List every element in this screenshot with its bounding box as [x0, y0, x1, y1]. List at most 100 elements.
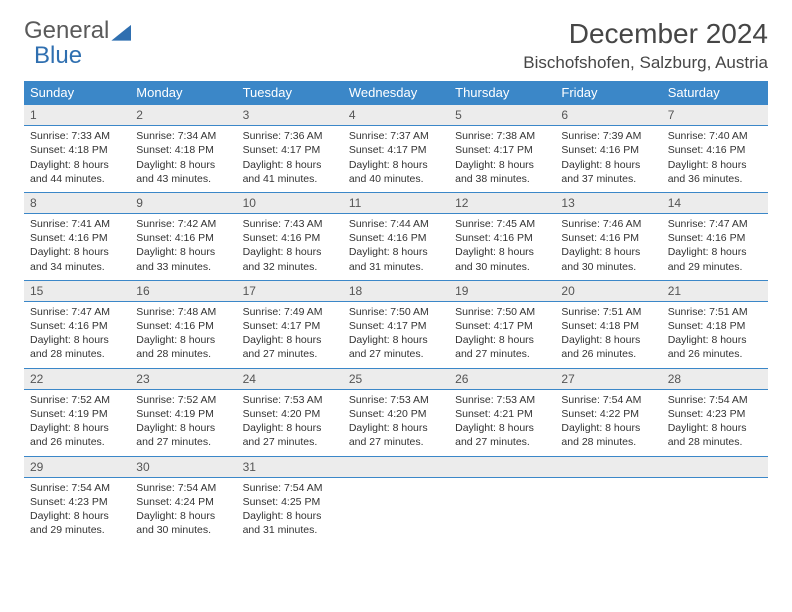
sunrise-text: Sunrise: 7:54 AM	[136, 481, 230, 495]
sunrise-text: Sunrise: 7:54 AM	[668, 393, 762, 407]
sunset-text: Sunset: 4:23 PM	[30, 495, 124, 509]
daylight-text: and 38 minutes.	[455, 172, 549, 186]
daylight-text: Daylight: 8 hours	[349, 158, 443, 172]
calendar-table: Sunday Monday Tuesday Wednesday Thursday…	[24, 81, 768, 543]
sunset-text: Sunset: 4:16 PM	[243, 231, 337, 245]
weekday-header: Monday	[130, 81, 236, 105]
day-number: 30	[130, 456, 236, 477]
day-cell: Sunrise: 7:50 AMSunset: 4:17 PMDaylight:…	[343, 301, 449, 368]
location-text: Bischofshofen, Salzburg, Austria	[523, 53, 768, 73]
sunset-text: Sunset: 4:17 PM	[455, 319, 549, 333]
day-cell: Sunrise: 7:52 AMSunset: 4:19 PMDaylight:…	[24, 389, 130, 456]
daylight-text: Daylight: 8 hours	[30, 421, 124, 435]
daylight-text: and 27 minutes.	[136, 435, 230, 449]
daylight-text: and 27 minutes.	[455, 347, 549, 361]
brand-word-2: Blue	[34, 43, 131, 68]
daylight-text: Daylight: 8 hours	[136, 421, 230, 435]
sunrise-text: Sunrise: 7:45 AM	[455, 217, 549, 231]
sunset-text: Sunset: 4:17 PM	[243, 319, 337, 333]
daylight-text: and 28 minutes.	[668, 435, 762, 449]
sunset-text: Sunset: 4:17 PM	[349, 143, 443, 157]
daylight-text: and 26 minutes.	[668, 347, 762, 361]
daylight-text: and 36 minutes.	[668, 172, 762, 186]
page-header: General Blue December 2024 Bischofshofen…	[24, 18, 768, 73]
daylight-text: Daylight: 8 hours	[561, 421, 655, 435]
day-cell: Sunrise: 7:47 AMSunset: 4:16 PMDaylight:…	[24, 301, 130, 368]
empty-day-cell	[662, 477, 768, 543]
sunset-text: Sunset: 4:19 PM	[30, 407, 124, 421]
day-number: 5	[449, 105, 555, 126]
daylight-text: and 28 minutes.	[30, 347, 124, 361]
daylight-text: and 26 minutes.	[30, 435, 124, 449]
daylight-text: and 30 minutes.	[561, 260, 655, 274]
day-cell: Sunrise: 7:44 AMSunset: 4:16 PMDaylight:…	[343, 214, 449, 281]
day-detail-row: Sunrise: 7:33 AMSunset: 4:18 PMDaylight:…	[24, 126, 768, 193]
sunrise-text: Sunrise: 7:44 AM	[349, 217, 443, 231]
sunrise-text: Sunrise: 7:54 AM	[30, 481, 124, 495]
daylight-text: and 31 minutes.	[349, 260, 443, 274]
sunrise-text: Sunrise: 7:34 AM	[136, 129, 230, 143]
daylight-text: Daylight: 8 hours	[455, 245, 549, 259]
sunset-text: Sunset: 4:23 PM	[668, 407, 762, 421]
day-cell: Sunrise: 7:38 AMSunset: 4:17 PMDaylight:…	[449, 126, 555, 193]
day-cell: Sunrise: 7:54 AMSunset: 4:23 PMDaylight:…	[662, 389, 768, 456]
sunrise-text: Sunrise: 7:51 AM	[561, 305, 655, 319]
daylight-text: and 29 minutes.	[30, 523, 124, 537]
sunset-text: Sunset: 4:20 PM	[349, 407, 443, 421]
sunrise-text: Sunrise: 7:47 AM	[30, 305, 124, 319]
day-number: 19	[449, 280, 555, 301]
daylight-text: and 28 minutes.	[136, 347, 230, 361]
day-cell: Sunrise: 7:34 AMSunset: 4:18 PMDaylight:…	[130, 126, 236, 193]
weekday-header: Saturday	[662, 81, 768, 105]
day-number: 21	[662, 280, 768, 301]
sunrise-text: Sunrise: 7:48 AM	[136, 305, 230, 319]
sunset-text: Sunset: 4:24 PM	[136, 495, 230, 509]
day-detail-row: Sunrise: 7:54 AMSunset: 4:23 PMDaylight:…	[24, 477, 768, 543]
daylight-text: Daylight: 8 hours	[30, 245, 124, 259]
weekday-header: Wednesday	[343, 81, 449, 105]
daylight-text: and 40 minutes.	[349, 172, 443, 186]
daylight-text: and 26 minutes.	[561, 347, 655, 361]
daylight-text: and 30 minutes.	[136, 523, 230, 537]
sunset-text: Sunset: 4:17 PM	[243, 143, 337, 157]
daylight-text: and 37 minutes.	[561, 172, 655, 186]
daylight-text: Daylight: 8 hours	[243, 421, 337, 435]
day-number: 9	[130, 192, 236, 213]
daylight-text: Daylight: 8 hours	[349, 245, 443, 259]
day-number: 10	[237, 192, 343, 213]
daylight-text: Daylight: 8 hours	[349, 333, 443, 347]
sunset-text: Sunset: 4:18 PM	[561, 319, 655, 333]
day-number-row: 293031	[24, 456, 768, 477]
day-number-row: 891011121314	[24, 192, 768, 213]
day-number-row: 22232425262728	[24, 368, 768, 389]
daylight-text: Daylight: 8 hours	[668, 245, 762, 259]
brand-logo: General Blue	[24, 18, 131, 68]
daylight-text: Daylight: 8 hours	[136, 245, 230, 259]
daylight-text: Daylight: 8 hours	[136, 509, 230, 523]
day-number: 4	[343, 105, 449, 126]
daylight-text: Daylight: 8 hours	[136, 333, 230, 347]
day-number: 27	[555, 368, 661, 389]
day-number: 6	[555, 105, 661, 126]
daylight-text: and 27 minutes.	[243, 435, 337, 449]
daylight-text: and 32 minutes.	[243, 260, 337, 274]
day-cell: Sunrise: 7:53 AMSunset: 4:21 PMDaylight:…	[449, 389, 555, 456]
day-cell: Sunrise: 7:46 AMSunset: 4:16 PMDaylight:…	[555, 214, 661, 281]
sunrise-text: Sunrise: 7:53 AM	[349, 393, 443, 407]
day-cell: Sunrise: 7:53 AMSunset: 4:20 PMDaylight:…	[237, 389, 343, 456]
day-number: 31	[237, 456, 343, 477]
title-block: December 2024 Bischofshofen, Salzburg, A…	[523, 18, 768, 73]
sunset-text: Sunset: 4:20 PM	[243, 407, 337, 421]
sunrise-text: Sunrise: 7:47 AM	[668, 217, 762, 231]
daylight-text: Daylight: 8 hours	[243, 509, 337, 523]
day-number: 25	[343, 368, 449, 389]
weekday-header-row: Sunday Monday Tuesday Wednesday Thursday…	[24, 81, 768, 105]
day-number: 22	[24, 368, 130, 389]
daylight-text: and 34 minutes.	[30, 260, 124, 274]
daylight-text: Daylight: 8 hours	[136, 158, 230, 172]
day-cell: Sunrise: 7:36 AMSunset: 4:17 PMDaylight:…	[237, 126, 343, 193]
weekday-header: Friday	[555, 81, 661, 105]
empty-day-number	[449, 456, 555, 477]
sunrise-text: Sunrise: 7:38 AM	[455, 129, 549, 143]
sunset-text: Sunset: 4:25 PM	[243, 495, 337, 509]
